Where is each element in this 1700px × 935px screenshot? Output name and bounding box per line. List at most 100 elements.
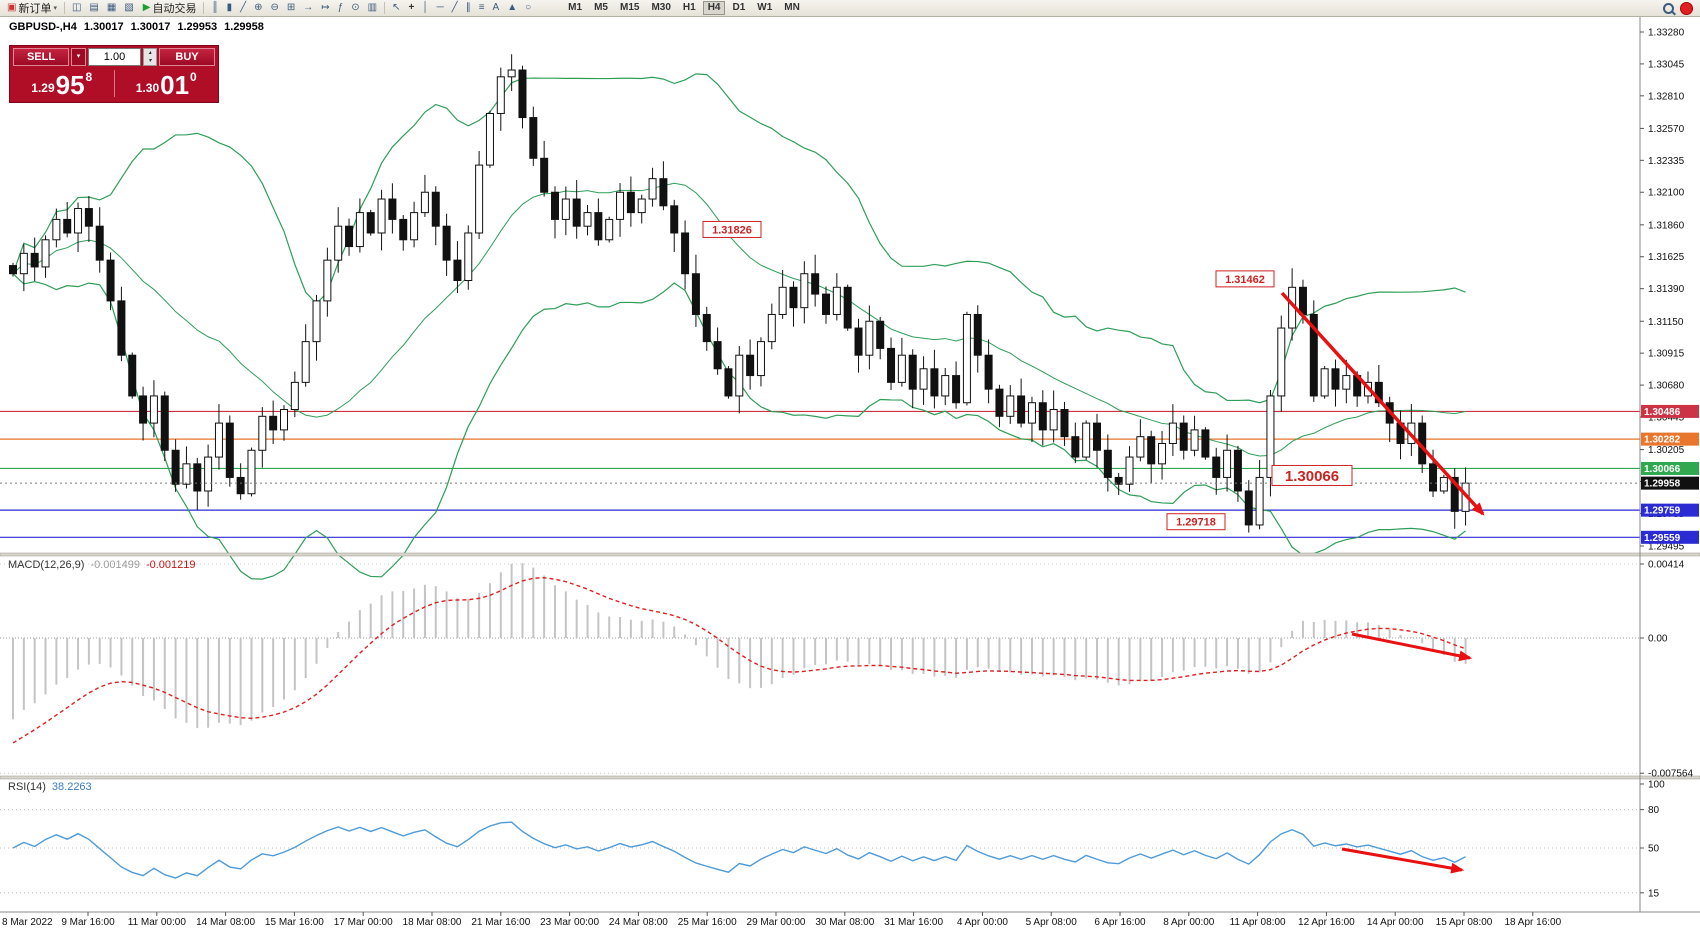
zoom-in-icon: ⊕ <box>254 2 263 13</box>
profiles-button[interactable]: ▤ <box>85 1 102 16</box>
rsi-line <box>12 821 1466 879</box>
market-watch-button[interactable]: ▦ <box>103 1 120 16</box>
svg-text:25 Mar 16:00: 25 Mar 16:00 <box>678 917 737 928</box>
svg-text:14 Apr 00:00: 14 Apr 00:00 <box>1367 917 1424 928</box>
vertical-line-icon: │ <box>422 2 429 13</box>
notifications-badge[interactable] <box>1680 1 1693 15</box>
tile-windows-icon: ⊞ <box>286 2 296 13</box>
timeframe-m1-button[interactable]: M1 <box>563 1 587 15</box>
bar-chart-button[interactable]: ║ <box>207 1 222 16</box>
time-axis[interactable]: 8 Mar 2022 9 Mar 16:00 11 Mar 00:00 14 Mar … <box>2 912 1562 928</box>
timeframe-m5-button[interactable]: M5 <box>589 1 613 15</box>
timeframe-d1-button[interactable]: D1 <box>727 1 750 15</box>
autotrading-button[interactable]: ▶ 自动交易 <box>139 1 201 16</box>
macd-indicator-label: MACD(12,26,9) -0.001499 -0.001219 <box>8 559 196 571</box>
autotrading-label: 自动交易 <box>152 3 197 15</box>
play-icon: ▶ <box>142 2 151 13</box>
chart-shift-button[interactable]: ↦ <box>317 1 333 16</box>
rsi-panel <box>0 809 1640 894</box>
svg-text:11 Mar 00:00: 11 Mar 00:00 <box>128 917 187 928</box>
arrows-button[interactable]: ▲ <box>503 1 521 16</box>
main-toolbar: ▣ 新订单 ▾ ◫ ▤ ▦ ▧ ▶ 自动交易 ║ ▮ ╱ ⊕ ⊖ ⊞ → ↦ ƒ ⊙ ▥ ↖ + │ ─ ╱ ∥ ≡ A… <box>0 0 1700 17</box>
candlestick-chart-button[interactable]: ▮ <box>223 1 237 16</box>
cursor-button[interactable]: ↖ <box>388 1 404 16</box>
periods-icon: ⊙ <box>351 2 360 13</box>
trendline-button[interactable]: ╱ <box>448 1 462 16</box>
high-value: 1.30017 <box>130 21 171 33</box>
volume-input[interactable] <box>88 48 141 66</box>
trend-arrows[interactable] <box>1280 291 1485 874</box>
vertical-line-button[interactable]: │ <box>418 1 432 16</box>
macd-name: MACD(12,26,9) <box>8 559 85 571</box>
svg-text:1.31390: 1.31390 <box>1648 284 1685 295</box>
horizontal-line-objects[interactable] <box>0 410 1640 538</box>
svg-text:1.30205: 1.30205 <box>1648 445 1685 456</box>
chevron-down-icon: ▾ <box>53 5 57 12</box>
svg-text:18 Mar 08:00: 18 Mar 08:00 <box>403 917 462 928</box>
open-value: 1.30017 <box>83 21 124 33</box>
svg-text:30 Mar 08:00: 30 Mar 08:00 <box>815 917 874 928</box>
new-order-button[interactable]: ▣ 新订单 ▾ <box>3 1 61 16</box>
low-value: 1.29953 <box>177 21 218 33</box>
sell-button[interactable]: SELL <box>13 48 69 66</box>
auto-scroll-button[interactable]: → <box>299 1 317 16</box>
svg-text:1.30066: 1.30066 <box>1644 464 1681 475</box>
periods-button[interactable]: ⊙ <box>347 1 363 16</box>
svg-text:-0.007564: -0.007564 <box>1648 769 1693 780</box>
svg-text:1.31826: 1.31826 <box>712 224 752 236</box>
svg-text:1.31150: 1.31150 <box>1648 317 1684 328</box>
toolbar-separator <box>63 2 65 14</box>
timeframe-h4-button[interactable]: H4 <box>702 1 726 15</box>
timeframe-m30-button[interactable]: M30 <box>646 1 675 15</box>
candlestick-chart-icon: ▮ <box>226 2 233 13</box>
svg-text:12 Apr 16:00: 12 Apr 16:00 <box>1298 917 1355 928</box>
fibonacci-icon: ≡ <box>478 2 485 13</box>
svg-text:1.30915: 1.30915 <box>1648 349 1685 360</box>
fibonacci-button[interactable]: ≡ <box>475 1 489 16</box>
shapes-button[interactable]: ○ <box>521 1 535 16</box>
timeframe-m15-button[interactable]: M15 <box>615 1 644 15</box>
crosshair-button[interactable]: + <box>404 1 418 16</box>
macd-panel <box>0 563 1640 774</box>
zoom-out-button[interactable]: ⊖ <box>267 1 283 16</box>
zoom-in-button[interactable]: ⊕ <box>250 1 266 16</box>
svg-text:11 Apr 08:00: 11 Apr 08:00 <box>1230 917 1286 928</box>
macd-signal-value: -0.001219 <box>145 559 196 571</box>
rsi-indicator-label: RSI(14) 38.2263 <box>8 781 92 793</box>
svg-text:15: 15 <box>1648 888 1660 899</box>
stepper-up-icon[interactable]: ▴ <box>148 50 152 56</box>
svg-text:1.32335: 1.32335 <box>1648 156 1685 167</box>
tile-windows-button[interactable]: ⊞ <box>283 1 299 16</box>
panel-frames <box>0 17 1700 913</box>
chart-window-button[interactable]: ◫ <box>68 1 85 16</box>
close-value: 1.29958 <box>224 21 264 33</box>
volume-stepper[interactable]: ▴ ▾ <box>143 48 157 66</box>
svg-text:1.29718: 1.29718 <box>1176 517 1216 529</box>
svg-text:23 Mar 00:00: 23 Mar 00:00 <box>540 917 599 928</box>
templates-button[interactable]: ▥ <box>364 1 381 16</box>
rsi-value: 38.2263 <box>51 781 92 793</box>
search-icon[interactable] <box>1663 2 1674 14</box>
navigator-button[interactable]: ▧ <box>120 1 137 16</box>
timeframe-h1-button[interactable]: H1 <box>678 1 701 15</box>
volume-dropdown[interactable]: ▾ <box>71 48 86 66</box>
svg-text:1.30486: 1.30486 <box>1644 407 1681 418</box>
bid-big-digits: 95 <box>55 69 85 100</box>
ask-prefix: 1.30 <box>135 81 160 95</box>
stepper-down-icon[interactable]: ▾ <box>148 58 152 64</box>
indicators-button[interactable]: ƒ <box>334 1 348 16</box>
channel-button[interactable]: ∥ <box>462 1 475 16</box>
svg-text:1.30680: 1.30680 <box>1648 381 1685 392</box>
svg-text:8 Apr 00:00: 8 Apr 00:00 <box>1163 917 1215 928</box>
timeframe-w1-button[interactable]: W1 <box>752 1 777 15</box>
line-chart-button[interactable]: ╱ <box>236 1 250 16</box>
text-button[interactable]: A <box>489 1 504 16</box>
price-callouts[interactable]: 1.31826 1.31462 1.30066 1.29718 <box>702 220 1353 531</box>
timeframe-mn-button[interactable]: MN <box>779 1 805 15</box>
buy-button[interactable]: BUY <box>159 48 215 66</box>
templates-icon: ▥ <box>367 2 378 13</box>
new-order-icon: ▣ <box>7 2 17 13</box>
macd-histogram <box>12 563 1467 729</box>
horizontal-line-button[interactable]: ─ <box>433 1 448 16</box>
